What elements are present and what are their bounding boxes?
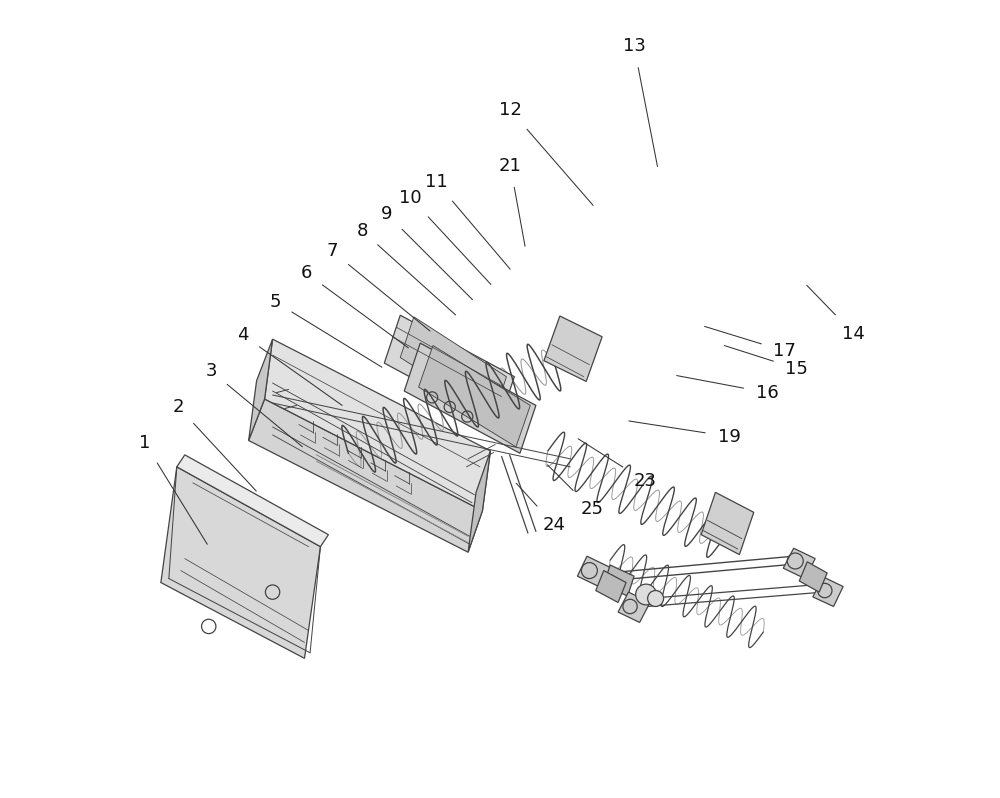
Polygon shape [468,451,490,552]
Text: 6: 6 [300,264,408,348]
Text: 5: 5 [269,293,382,367]
Text: 10: 10 [399,189,491,284]
Polygon shape [384,315,514,425]
Circle shape [648,591,664,606]
Text: 17: 17 [705,326,796,360]
Text: 15: 15 [724,346,808,377]
Text: 24: 24 [516,484,566,534]
Polygon shape [604,565,634,596]
Text: 16: 16 [677,376,779,401]
Polygon shape [544,316,602,381]
Polygon shape [404,343,536,453]
Polygon shape [400,317,506,417]
Polygon shape [813,577,843,606]
Text: 1: 1 [139,434,207,544]
Text: 13: 13 [623,38,657,167]
Text: 19: 19 [629,421,740,445]
Text: 11: 11 [425,173,510,269]
Text: 21: 21 [499,157,525,247]
Text: 9: 9 [381,205,473,300]
Text: 12: 12 [499,101,593,205]
Text: 4: 4 [237,326,342,405]
Polygon shape [161,467,320,658]
Text: 8: 8 [356,222,456,315]
Polygon shape [701,492,754,555]
Polygon shape [249,399,482,552]
Polygon shape [265,339,490,511]
Text: 7: 7 [327,243,430,331]
Polygon shape [618,592,650,622]
Polygon shape [577,556,612,588]
Polygon shape [419,346,530,447]
Polygon shape [177,455,328,547]
Polygon shape [249,339,273,440]
Text: 14: 14 [807,285,865,342]
Circle shape [636,584,656,605]
Text: 23: 23 [578,439,657,490]
Polygon shape [799,562,827,592]
Polygon shape [596,571,626,602]
Polygon shape [783,548,815,579]
Text: 25: 25 [547,464,603,518]
Text: 3: 3 [205,362,302,447]
Text: 2: 2 [173,398,256,491]
